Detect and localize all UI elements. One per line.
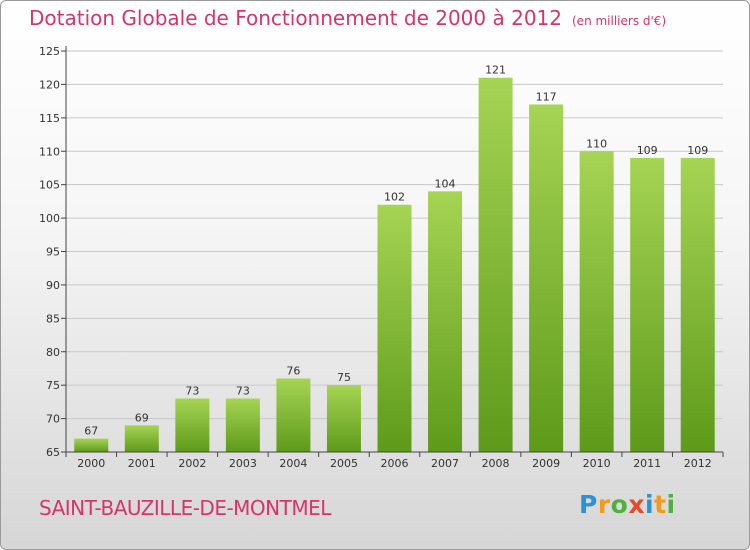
y-tick-label: 80 (46, 346, 60, 359)
bar-value-label: 109 (687, 144, 708, 157)
bar (529, 104, 564, 452)
bar-value-label: 110 (586, 137, 607, 150)
logo-letter: x (628, 490, 645, 519)
chart-title: Dotation Globale de Fonctionnement de 20… (29, 6, 666, 30)
y-tick-label: 125 (39, 45, 60, 58)
x-tick-label: 2009 (532, 457, 560, 470)
axes (65, 46, 723, 453)
commune-name: SAINT-BAUZILLE-DE-MONTMEL (39, 496, 331, 520)
bar (680, 157, 715, 452)
logo-letter: o (610, 490, 629, 519)
logo-letter: i (666, 490, 676, 519)
x-tick-label: 2001 (128, 457, 156, 470)
logo-letter: t (654, 490, 667, 519)
bar-value-label: 117 (536, 90, 557, 103)
bar (579, 151, 614, 452)
title-text: Dotation Globale de Fonctionnement de 20… (29, 6, 562, 30)
x-tick-label: 2002 (178, 457, 206, 470)
y-tick-label: 65 (46, 446, 60, 459)
x-tick-label: 2007 (431, 457, 459, 470)
bar-value-label: 121 (485, 64, 506, 77)
bar-value-label: 109 (637, 144, 658, 157)
x-tick-label: 2008 (482, 457, 510, 470)
x-tick-label: 2011 (633, 457, 661, 470)
bar-value-label: 73 (236, 385, 250, 398)
bar (124, 425, 159, 452)
logo-letter: r (597, 490, 611, 519)
bar-value-label: 67 (84, 425, 98, 438)
bar-value-label: 69 (135, 411, 149, 424)
unit-label: (en milliers d'€) (572, 14, 667, 28)
y-tick-label: 110 (39, 145, 60, 158)
y-tick-label: 75 (46, 379, 60, 392)
x-tick-label: 2012 (684, 457, 712, 470)
bar (428, 191, 463, 452)
bar (478, 77, 513, 452)
y-tick-label: 95 (46, 246, 60, 259)
x-tick-label: 2004 (279, 457, 307, 470)
bar (630, 157, 665, 452)
bars: 67 69 73 73 76 75 102 104 121 117 110 109 109 (74, 64, 715, 452)
logo-letter: P (579, 490, 598, 519)
bar-value-label: 102 (384, 191, 405, 204)
x-tick-label: 2006 (381, 457, 409, 470)
bar (175, 398, 210, 452)
bar (276, 378, 311, 452)
y-tick-label: 70 (46, 413, 60, 426)
bar-value-label: 104 (435, 177, 456, 190)
logo-letter: i (645, 490, 655, 519)
y-tick-label: 120 (39, 78, 60, 91)
x-tick-label: 2000 (77, 457, 105, 470)
bar-value-label: 75 (337, 371, 351, 384)
x-tick-label: 2010 (583, 457, 611, 470)
proxiti-logo: Proxiti (579, 490, 676, 519)
x-tick-label: 2003 (229, 457, 257, 470)
bar (377, 204, 412, 452)
x-tick-label: 2005 (330, 457, 358, 470)
y-tick-label: 100 (39, 212, 60, 225)
bar-value-label: 76 (286, 364, 300, 377)
y-tick-label: 115 (39, 112, 60, 125)
y-tick-label: 90 (46, 279, 60, 292)
y-tick-label: 105 (39, 179, 60, 192)
y-axis-ticks: 65 70 75 80 85 90 95 100 105 110 115 120 125 (39, 45, 66, 459)
bar (74, 438, 109, 452)
bar (225, 398, 260, 452)
bar (326, 385, 361, 452)
x-axis-ticks: 2000 2001 2002 2003 2004 2005 2006 2007 2008 2009… (65, 452, 724, 470)
y-tick-label: 85 (46, 312, 60, 325)
bar-value-label: 73 (185, 385, 199, 398)
